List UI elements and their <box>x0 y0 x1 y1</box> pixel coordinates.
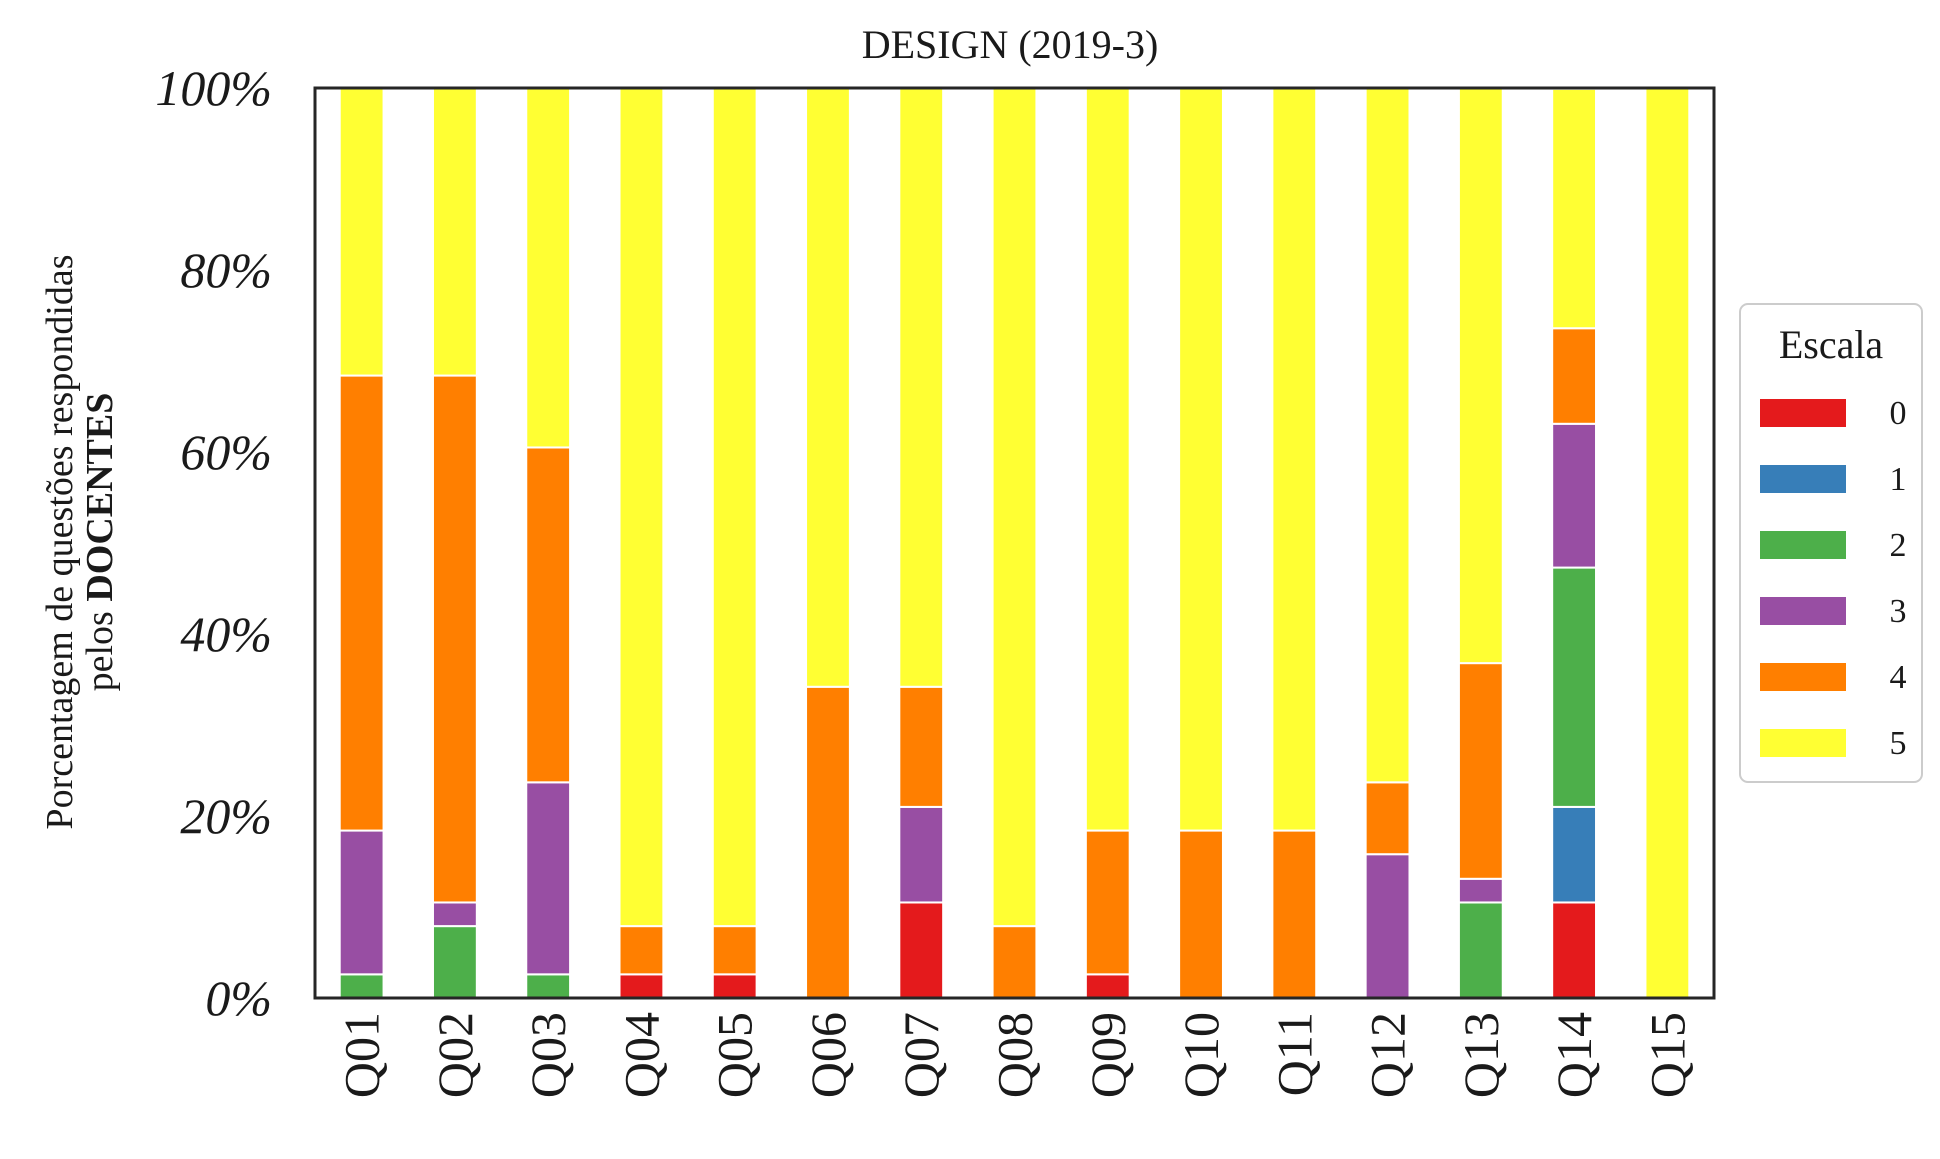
x-tick-label-q03: Q03 <box>520 1012 576 1098</box>
y-tick-label: 20% <box>180 788 272 844</box>
x-tick-label-q14: Q14 <box>1546 1012 1602 1098</box>
y-tick-label: 60% <box>180 424 272 480</box>
bar-segment-q10-scale-5 <box>1178 87 1224 832</box>
legend-title: Escala <box>1779 322 1884 367</box>
x-tick-label-q09: Q09 <box>1080 1012 1136 1098</box>
bar-segment-q13-scale-3 <box>1457 877 1504 904</box>
bar-segment-q07-scale-0 <box>898 901 945 1000</box>
y-axis-label-line1: Porcentagem de questões respondidas <box>39 254 81 829</box>
legend-swatch-0 <box>1760 399 1846 427</box>
bar-segment-q02-scale-2 <box>431 925 478 999</box>
bar-segment-q02-scale-5 <box>431 87 478 377</box>
bar-segment-q09-scale-4 <box>1084 829 1131 976</box>
legend-label-3: 3 <box>1890 593 1907 630</box>
bar-segment-q01-scale-5 <box>338 87 385 377</box>
x-tick-label-q11: Q11 <box>1266 1012 1322 1096</box>
bar-segment-q13-scale-4 <box>1457 662 1504 880</box>
x-tick-label-q08: Q08 <box>987 1012 1043 1098</box>
legend-swatch-3 <box>1760 597 1846 625</box>
x-ticks-group: Q01 Q02 Q03 Q04 Q05 Q06 Q07 Q08 Q09 Q10 Q11 Q12 Q13 Q… <box>334 1012 1696 1098</box>
x-tick-label-q10: Q10 <box>1173 1012 1229 1098</box>
x-tick-label-q02: Q02 <box>427 1012 483 1098</box>
bar-segment-q05-scale-5 <box>711 87 758 928</box>
bar-segment-q02-scale-3 <box>431 901 478 928</box>
y-tick-label: 40% <box>180 606 272 662</box>
bar-segment-q11-scale-4 <box>1271 829 1318 999</box>
y-axis-label: Porcentagem de questões respondidas pelo… <box>39 254 121 829</box>
y-tick-label: 0% <box>205 970 272 1026</box>
x-tick-label-q12: Q12 <box>1360 1012 1416 1098</box>
bar-segment-q03-scale-3 <box>525 781 572 976</box>
bar-segment-q14-scale-0 <box>1551 901 1598 1000</box>
bar-segment-q07-scale-3 <box>898 805 945 904</box>
bar-segment-q06-scale-5 <box>805 87 851 688</box>
bar-segment-q12-scale-3 <box>1364 853 1411 999</box>
bar-segment-q06-scale-4 <box>805 685 851 1000</box>
bar-segment-q10-scale-4 <box>1178 829 1224 999</box>
y-axis-label-prefix: pelos <box>79 602 121 692</box>
bar-segment-q05-scale-4 <box>711 925 758 976</box>
legend-label-1: 1 <box>1890 461 1907 498</box>
bar-segment-q12-scale-4 <box>1364 781 1411 856</box>
bar-segment-q02-scale-4 <box>431 374 478 904</box>
x-tick-label-q05: Q05 <box>707 1012 763 1098</box>
bar-segment-q09-scale-5 <box>1084 87 1131 832</box>
bar-segment-q08-scale-4 <box>991 925 1038 999</box>
bar-segment-q04-scale-4 <box>618 925 665 976</box>
y-axis-label-bold: DOCENTES <box>79 393 121 602</box>
bar-segment-q14-scale-4 <box>1551 327 1598 425</box>
bar-segment-q04-scale-5 <box>618 87 665 928</box>
legend-swatch-1 <box>1760 465 1846 493</box>
bar-segment-q13-scale-5 <box>1457 87 1504 665</box>
bar-segment-q08-scale-5 <box>991 87 1038 928</box>
legend-label-4: 4 <box>1890 659 1907 696</box>
bar-segment-q04-scale-0 <box>618 973 665 1000</box>
bar-segment-q03-scale-2 <box>525 973 572 1000</box>
legend: Escala 0 1 2 3 4 5 <box>1739 303 1923 783</box>
bar-segment-q09-scale-0 <box>1084 973 1131 1000</box>
bar-segment-q01-scale-4 <box>338 374 385 832</box>
legend-swatch-4 <box>1760 663 1846 691</box>
bar-segment-q14-scale-3 <box>1551 422 1598 569</box>
bar-segment-q14-scale-5 <box>1551 87 1598 330</box>
y-axis-label-line2: pelos DOCENTES <box>79 393 121 692</box>
chart-title: DESIGN (2019-3) <box>862 22 1159 67</box>
y-tick-label: 80% <box>180 242 272 298</box>
legend-swatch-5 <box>1760 729 1846 757</box>
bar-segment-q12-scale-5 <box>1364 87 1411 784</box>
y-ticks-group: 0% 20% 40% 60% 80% 100% <box>155 60 272 1026</box>
x-tick-label-q15: Q15 <box>1639 1012 1695 1098</box>
x-tick-label-q13: Q13 <box>1453 1012 1509 1098</box>
bar-segment-q07-scale-5 <box>898 87 945 688</box>
legend-label-2: 2 <box>1890 527 1907 564</box>
bar-segment-q05-scale-0 <box>711 973 758 1000</box>
x-tick-label-q07: Q07 <box>893 1012 949 1098</box>
x-tick-label-q06: Q06 <box>800 1012 856 1098</box>
bar-segment-q15-scale-5 <box>1644 87 1691 999</box>
legend-label-0: 0 <box>1890 395 1907 432</box>
y-tick-label: 100% <box>155 60 272 116</box>
bar-segment-q03-scale-5 <box>525 87 572 449</box>
legend-items: 0 1 2 3 4 5 <box>1760 395 1907 762</box>
x-tick-label-q01: Q01 <box>334 1012 390 1098</box>
bar-segment-q07-scale-4 <box>898 685 945 808</box>
bar-segment-q14-scale-1 <box>1551 805 1598 904</box>
bar-segment-q14-scale-2 <box>1551 566 1598 808</box>
legend-label-5: 5 <box>1890 725 1907 762</box>
bar-segment-q01-scale-2 <box>338 973 385 1000</box>
bar-segment-q11-scale-5 <box>1271 87 1318 832</box>
legend-swatch-2 <box>1760 531 1846 559</box>
plot-frame <box>313 86 1716 1000</box>
bars-group <box>338 87 1691 1000</box>
bar-segment-q03-scale-4 <box>525 446 572 784</box>
bar-segment-q01-scale-3 <box>338 829 385 976</box>
bar-segment-q13-scale-2 <box>1457 901 1504 1000</box>
x-tick-label-q04: Q04 <box>613 1012 669 1098</box>
